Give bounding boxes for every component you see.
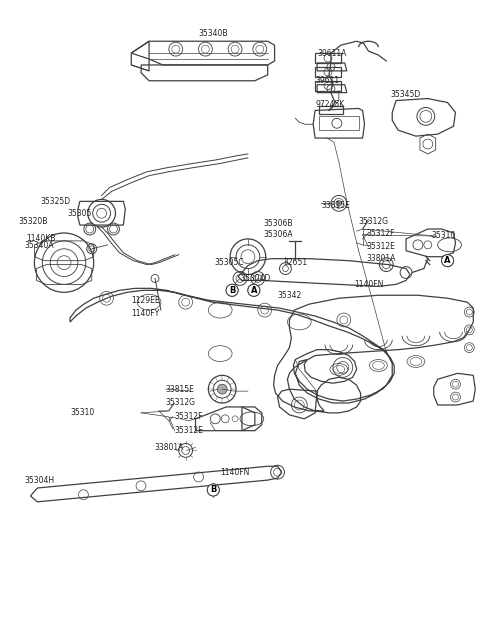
Text: 35312F: 35312F bbox=[367, 229, 395, 239]
Text: 33801A: 33801A bbox=[154, 443, 183, 452]
Text: 35310: 35310 bbox=[432, 231, 456, 241]
Text: 39611: 39611 bbox=[315, 76, 339, 85]
Text: 35342: 35342 bbox=[277, 291, 302, 300]
Text: 35312E: 35312E bbox=[175, 426, 204, 435]
Text: 35310: 35310 bbox=[70, 408, 94, 417]
Text: B: B bbox=[229, 286, 235, 295]
Text: A: A bbox=[444, 256, 451, 265]
Text: 35312G: 35312G bbox=[359, 217, 389, 225]
Text: 35325D: 35325D bbox=[40, 197, 71, 206]
Text: 39611A: 39611A bbox=[317, 49, 347, 58]
Text: 35304H: 35304H bbox=[24, 476, 55, 485]
Text: 33801A: 33801A bbox=[367, 254, 396, 263]
Text: B: B bbox=[210, 486, 216, 495]
Text: 35306B: 35306B bbox=[264, 218, 293, 227]
Text: 35340A: 35340A bbox=[24, 241, 54, 250]
Text: 35320B: 35320B bbox=[19, 217, 48, 225]
Text: 35306A: 35306A bbox=[264, 231, 293, 239]
Text: 35304D: 35304D bbox=[240, 274, 270, 283]
Text: 1140FN: 1140FN bbox=[220, 468, 250, 477]
Text: A: A bbox=[444, 256, 451, 265]
Text: 1129EE: 1129EE bbox=[131, 296, 160, 305]
Text: 1140FN: 1140FN bbox=[355, 280, 384, 289]
Text: 35340B: 35340B bbox=[199, 29, 228, 38]
Text: 35312E: 35312E bbox=[367, 243, 396, 251]
Text: 35312F: 35312F bbox=[175, 412, 203, 422]
Text: A: A bbox=[251, 286, 257, 295]
Text: B: B bbox=[210, 486, 216, 495]
Circle shape bbox=[336, 201, 342, 206]
Text: 32651: 32651 bbox=[284, 258, 308, 267]
Text: 35305: 35305 bbox=[67, 209, 91, 218]
Text: B: B bbox=[229, 286, 235, 295]
Circle shape bbox=[217, 384, 227, 394]
Text: 33815E: 33815E bbox=[166, 385, 195, 394]
Text: A: A bbox=[251, 286, 257, 295]
Text: 1140KB: 1140KB bbox=[26, 234, 56, 243]
Text: 33815E: 33815E bbox=[321, 201, 350, 210]
Text: 35345D: 35345D bbox=[390, 90, 420, 99]
Text: 35312G: 35312G bbox=[166, 399, 196, 408]
Text: 35305C: 35305C bbox=[214, 258, 244, 267]
Text: 97245K: 97245K bbox=[315, 100, 344, 109]
Text: 1140FY: 1140FY bbox=[131, 309, 159, 318]
